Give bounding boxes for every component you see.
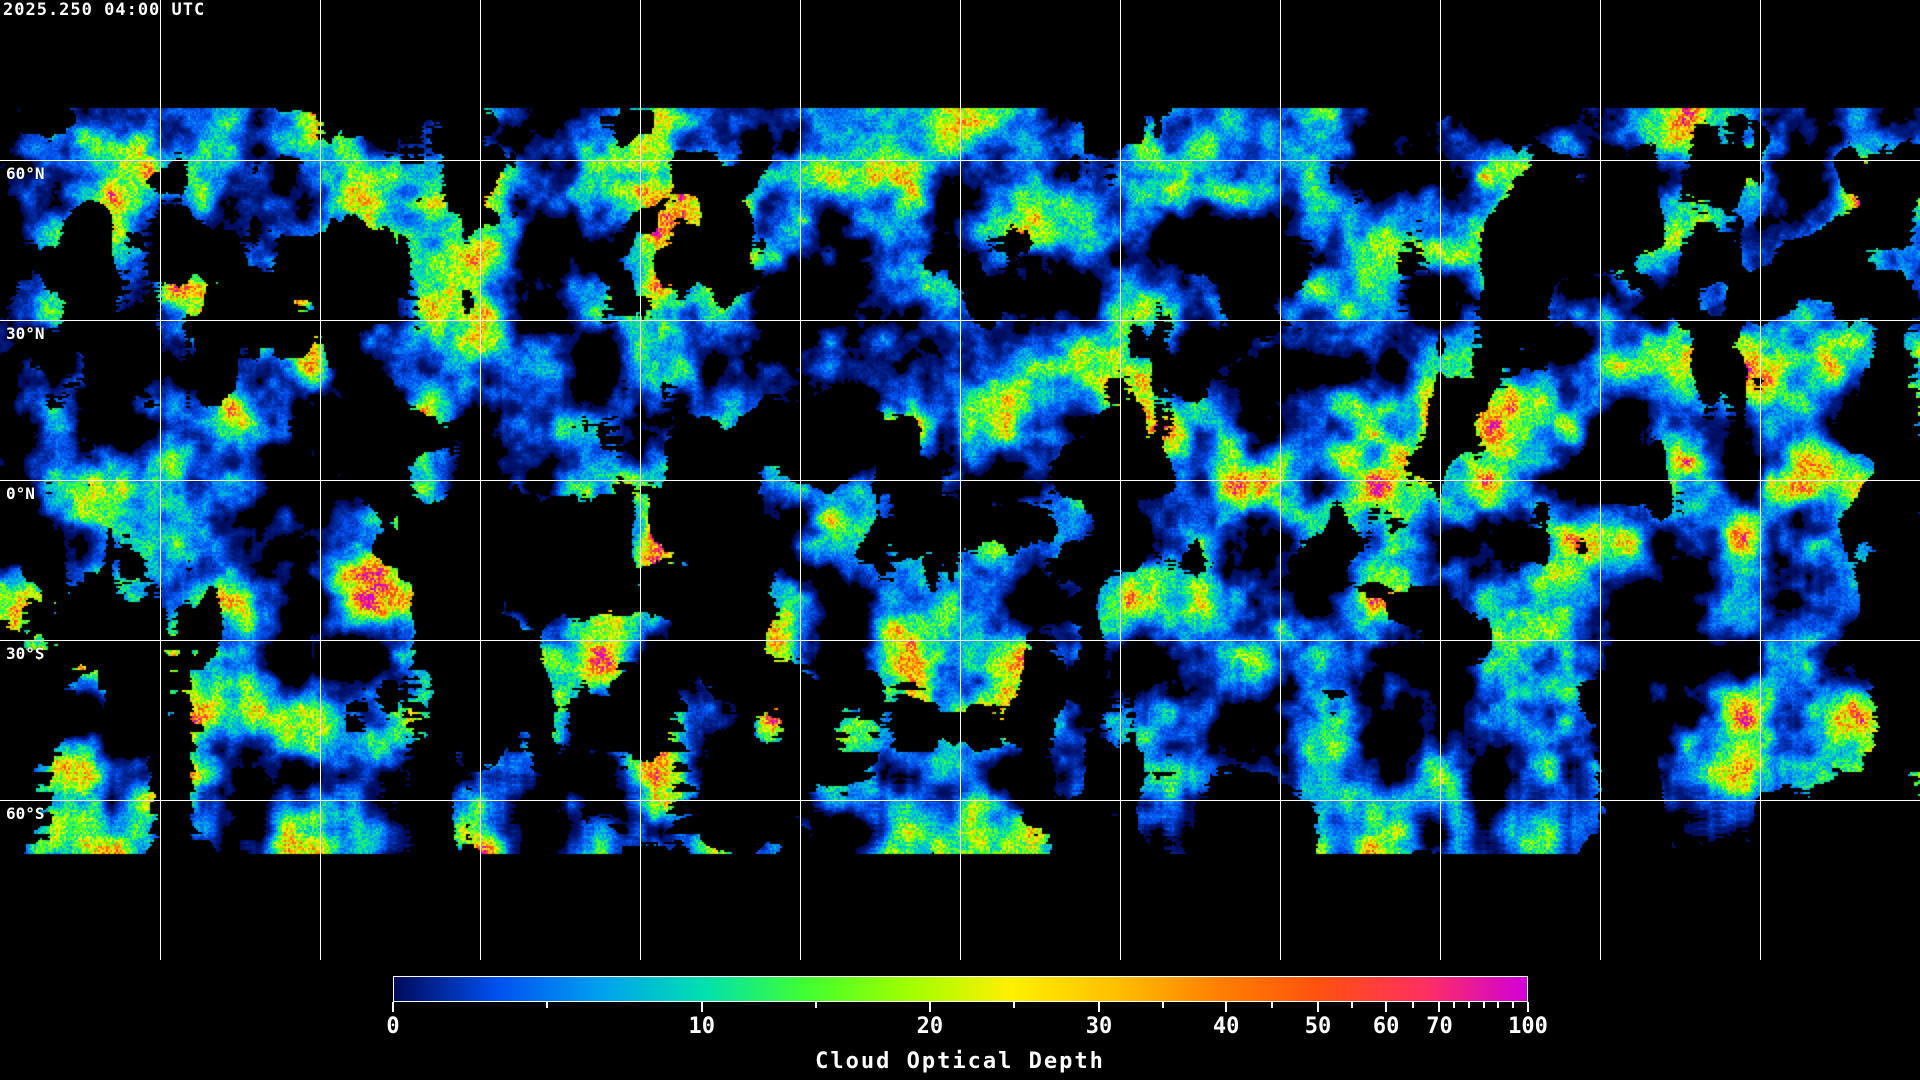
tick-label: 70 [1426, 1014, 1453, 1039]
parallel-line [0, 160, 1920, 161]
major-tick [700, 1002, 703, 1012]
tick-label: 0 [386, 1014, 400, 1039]
minor-tick [814, 1002, 817, 1008]
lat-label-60s: 60°S [6, 804, 45, 823]
lat-label-30s: 30°S [6, 644, 45, 663]
lat-label-30n: 30°N [6, 324, 45, 343]
tick-label: 10 [688, 1014, 715, 1039]
minor-tick [1512, 1002, 1515, 1008]
colorbar-title: Cloud Optical Depth [815, 1049, 1105, 1074]
major-tick [1527, 1002, 1529, 1012]
major-tick [1385, 1002, 1388, 1012]
lat-label-60n: 60°N [6, 164, 45, 183]
tick-label: 20 [916, 1014, 944, 1039]
colorbar [393, 976, 1528, 1002]
major-tick [1317, 1002, 1320, 1012]
lat-label-0n: 0°N [6, 484, 35, 503]
parallel-line [0, 800, 1920, 801]
tick-label: 30 [1085, 1014, 1113, 1039]
parallel-line [0, 640, 1920, 641]
tick-label: 50 [1304, 1014, 1332, 1039]
minor-tick [1482, 1002, 1485, 1008]
tick-label: 40 [1212, 1014, 1240, 1039]
cloud-optical-depth-map: 60°N 30°N 0°N 30°S 60°S [0, 0, 1920, 960]
minor-tick [1351, 1002, 1354, 1008]
minor-tick [1161, 1002, 1164, 1008]
major-tick [1097, 1002, 1100, 1012]
tick-label: 100 [1508, 1014, 1548, 1039]
major-tick [392, 1002, 394, 1012]
parallel-line [0, 320, 1920, 321]
major-tick [1225, 1002, 1228, 1012]
minor-tick [1453, 1002, 1456, 1008]
minor-tick [546, 1002, 549, 1008]
minor-tick [1271, 1002, 1274, 1008]
minor-tick [1467, 1002, 1470, 1008]
minor-tick [1013, 1002, 1016, 1008]
timestamp: 2025.250 04:00 UTC [3, 0, 206, 20]
tick-label: 60 [1372, 1014, 1400, 1039]
major-tick [928, 1002, 931, 1012]
major-tick [1438, 1002, 1441, 1012]
minor-tick [1497, 1002, 1500, 1008]
parallel-line [0, 480, 1920, 481]
minor-tick [1411, 1002, 1414, 1008]
